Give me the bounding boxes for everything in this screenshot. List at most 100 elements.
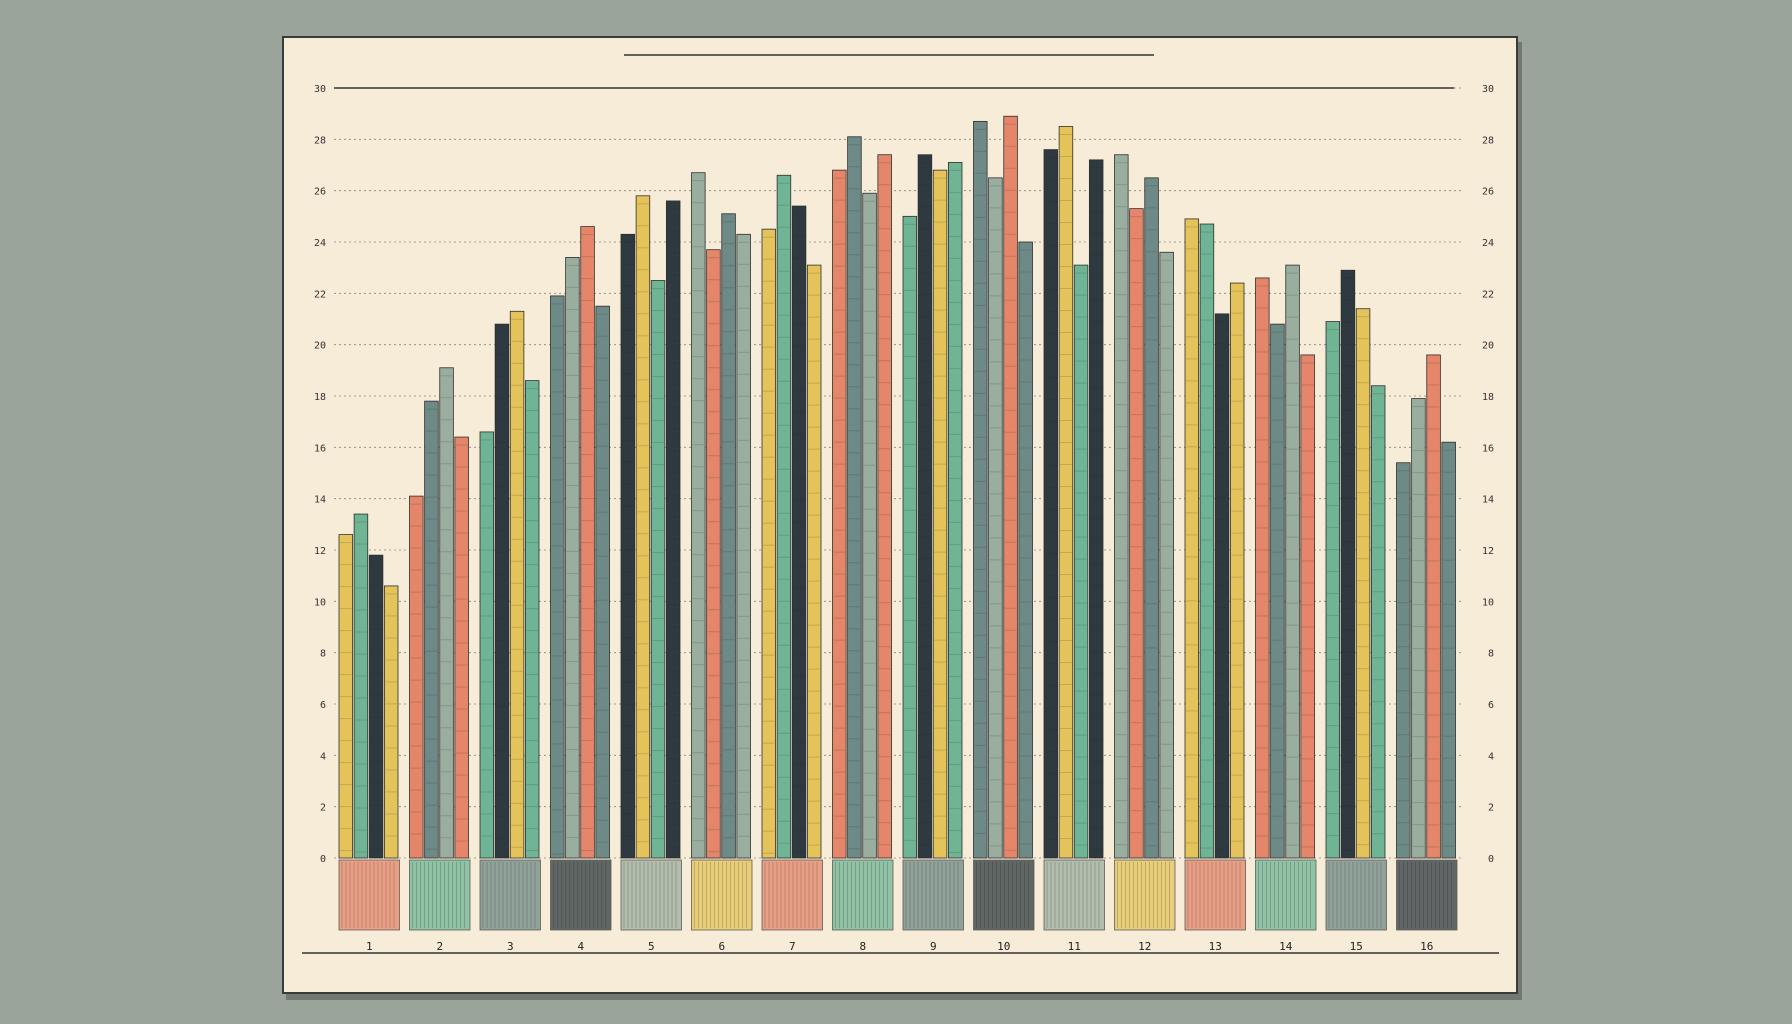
x-tick-label: 15 xyxy=(1350,940,1363,953)
bar xyxy=(424,400,439,859)
x-tick-label: 7 xyxy=(789,940,796,953)
bar xyxy=(761,228,777,859)
bar xyxy=(1426,354,1441,859)
category-band xyxy=(1043,859,1105,931)
y-tick-label-left: 4 xyxy=(320,751,326,762)
bar xyxy=(353,513,369,859)
category-band xyxy=(973,859,1035,931)
category-band xyxy=(409,859,471,931)
bar xyxy=(1370,385,1386,859)
y-tick-label-right: 30 xyxy=(1482,84,1494,95)
category-band xyxy=(338,859,400,931)
y-tick-label-left: 26 xyxy=(314,187,326,198)
bar xyxy=(1325,321,1341,859)
bar xyxy=(832,169,847,859)
bar xyxy=(791,205,807,859)
y-tick-label-right: 28 xyxy=(1482,135,1494,146)
x-tick-label: 13 xyxy=(1209,940,1222,953)
category-band xyxy=(761,859,823,931)
bar xyxy=(862,192,877,859)
y-tick-label-left: 8 xyxy=(320,649,326,660)
bar xyxy=(509,310,525,859)
bar xyxy=(1018,241,1033,859)
y-tick-label-left: 18 xyxy=(314,392,326,403)
bar xyxy=(1159,251,1174,859)
category-band xyxy=(1396,859,1458,931)
y-tick-label-left: 14 xyxy=(314,495,326,506)
bar xyxy=(1255,277,1270,859)
bar xyxy=(902,215,918,859)
bar xyxy=(736,233,751,859)
bar xyxy=(1114,154,1129,859)
x-tick-label: 14 xyxy=(1279,940,1293,953)
bar xyxy=(1088,159,1104,859)
y-tick-label-left: 10 xyxy=(314,597,326,608)
bar xyxy=(620,233,636,859)
bar xyxy=(665,200,681,859)
y-tick-label-right: 0 xyxy=(1488,854,1494,865)
bar xyxy=(550,295,565,859)
bar xyxy=(524,380,540,859)
y-tick-label-right: 24 xyxy=(1482,238,1494,249)
x-tick-label: 10 xyxy=(997,940,1010,953)
bars xyxy=(338,115,1458,931)
bar xyxy=(1129,208,1144,859)
bar xyxy=(635,195,651,859)
bar xyxy=(1058,126,1074,859)
x-tick-label: 9 xyxy=(930,940,937,953)
bar xyxy=(1411,398,1426,859)
bar xyxy=(988,177,1003,859)
bar xyxy=(776,174,792,859)
x-tick-label: 8 xyxy=(859,940,866,953)
bar xyxy=(1270,323,1285,859)
y-tick-label-left: 12 xyxy=(314,546,326,557)
bar xyxy=(1285,264,1300,859)
bar xyxy=(932,169,948,859)
x-tick-label: 3 xyxy=(507,940,514,953)
x-tick-label: 4 xyxy=(577,940,584,953)
y-tick-label-left: 30 xyxy=(314,84,326,95)
bar xyxy=(383,585,399,859)
bar xyxy=(973,120,988,859)
bar xyxy=(1144,177,1159,859)
bar xyxy=(847,136,862,859)
bar xyxy=(1355,308,1371,859)
y-tick-label-right: 10 xyxy=(1482,597,1494,608)
y-tick-label-right: 4 xyxy=(1488,751,1494,762)
bar xyxy=(494,323,510,859)
bar xyxy=(691,172,706,859)
x-tick-label: 16 xyxy=(1420,940,1433,953)
bar xyxy=(1043,149,1059,859)
y-tick-label-right: 6 xyxy=(1488,700,1494,711)
bar xyxy=(1300,354,1315,859)
y-tick-label-left: 22 xyxy=(314,289,326,300)
x-tick-label: 12 xyxy=(1138,940,1151,953)
bar xyxy=(338,534,354,859)
category-band xyxy=(550,859,612,931)
y-tick-label-right: 26 xyxy=(1482,187,1494,198)
category-band xyxy=(1184,859,1246,931)
y-tick-label-left: 20 xyxy=(314,341,326,352)
chart-sheet: 0 0 2 2 4 4 6 6 8 8 10 10 12 12 14 14 16 16 18 18 20 20 22 22 24… xyxy=(282,36,1518,994)
bar xyxy=(917,154,933,859)
category-band xyxy=(1114,859,1176,931)
y-tick-label-right: 20 xyxy=(1482,341,1494,352)
bar xyxy=(580,226,595,859)
category-band xyxy=(902,859,964,931)
category-band xyxy=(620,859,682,931)
bar xyxy=(1003,115,1018,859)
bar xyxy=(1396,462,1411,859)
x-tick-label: 5 xyxy=(648,940,655,953)
y-tick-label-right: 22 xyxy=(1482,289,1494,300)
y-tick-label-left: 24 xyxy=(314,238,326,249)
bar xyxy=(947,162,963,859)
bar xyxy=(1229,282,1245,859)
bar xyxy=(1214,313,1230,859)
bar xyxy=(721,213,736,859)
bar xyxy=(409,495,424,859)
y-tick-label-left: 6 xyxy=(320,700,326,711)
bar xyxy=(595,305,610,859)
bar xyxy=(1184,218,1200,859)
